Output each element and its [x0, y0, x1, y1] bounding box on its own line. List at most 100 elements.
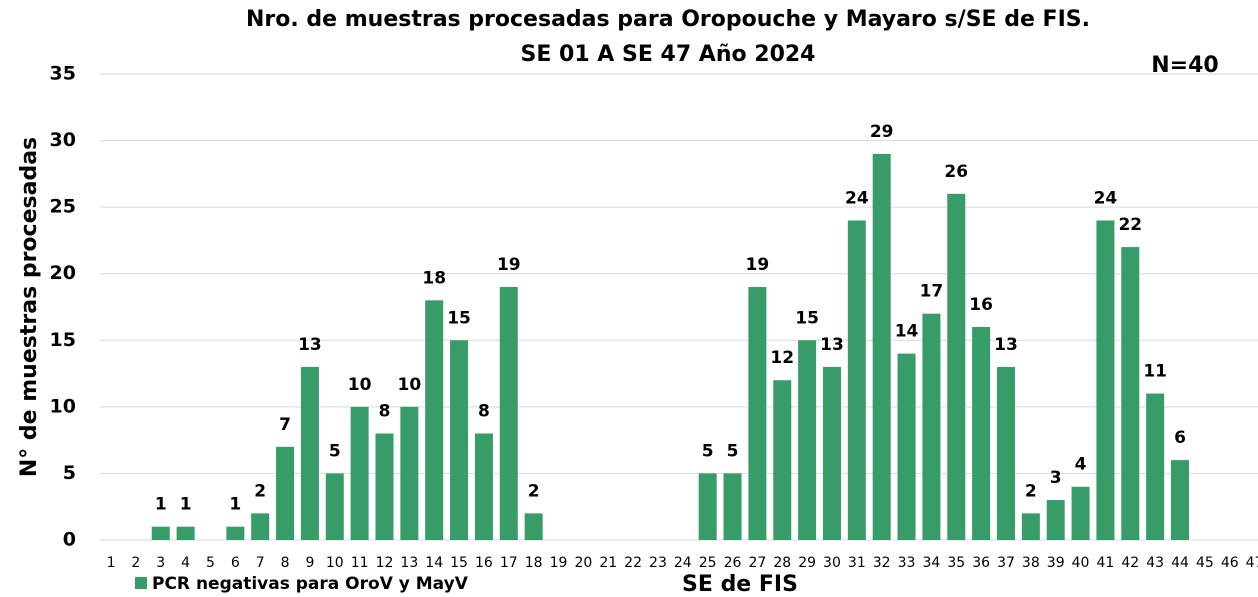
y-tick-label: 5 [63, 462, 76, 484]
x-tick-label: 21 [599, 555, 617, 571]
value-label: 16 [969, 295, 993, 315]
bar [1046, 500, 1065, 540]
x-tick-label: 44 [1171, 555, 1189, 571]
x-tick-label: 19 [550, 555, 568, 571]
y-tick-label: 30 [50, 129, 76, 151]
value-label: 10 [348, 375, 372, 395]
bar [947, 193, 966, 541]
x-tick-label: 13 [400, 555, 418, 571]
value-label: 5 [329, 441, 341, 461]
x-tick-label: 33 [898, 555, 916, 571]
y-axis-label: N° de muestras procesadas [17, 137, 42, 477]
value-label: 2 [528, 481, 540, 501]
x-tick-label: 15 [450, 555, 468, 571]
x-tick-label: 8 [281, 555, 290, 571]
x-tick-label: 45 [1196, 555, 1214, 571]
x-tick-label: 5 [206, 555, 215, 571]
x-tick-label: 24 [674, 555, 692, 571]
value-label: 6 [1174, 428, 1186, 448]
x-tick-label: 36 [972, 555, 990, 571]
x-tick-label: 29 [798, 555, 816, 571]
bar [1171, 460, 1190, 540]
value-label: 24 [1094, 188, 1118, 208]
legend-label: PCR negativas para OroV y MayV [152, 574, 469, 594]
bar [1121, 247, 1140, 541]
bar [425, 300, 444, 540]
value-label: 18 [422, 268, 446, 288]
bar [773, 380, 792, 540]
value-label: 12 [770, 348, 794, 368]
x-tick-label: 31 [848, 555, 866, 571]
legend-swatch [135, 577, 147, 589]
bar [1071, 486, 1090, 540]
value-label: 19 [497, 255, 521, 275]
value-label: 5 [727, 441, 739, 461]
value-label: 1 [155, 495, 167, 515]
value-label: 8 [478, 401, 490, 421]
bar [300, 366, 319, 540]
x-tick-label: 9 [305, 555, 314, 571]
value-label: 26 [944, 162, 968, 182]
x-tick-label: 12 [376, 555, 394, 571]
x-tick-label: 39 [1047, 555, 1065, 571]
value-label: 5 [702, 441, 714, 461]
x-tick-label: 20 [574, 555, 592, 571]
bar [276, 446, 295, 540]
bar [748, 287, 767, 540]
value-label: 4 [1075, 455, 1087, 475]
value-label: 3 [1050, 468, 1062, 488]
value-label: 13 [820, 335, 844, 355]
y-tick-label: 25 [50, 196, 76, 218]
y-tick-label: 0 [63, 529, 76, 551]
bar [325, 473, 344, 540]
x-tick-label: 17 [500, 555, 518, 571]
value-label: 14 [895, 322, 919, 342]
bar [524, 513, 543, 540]
bar [972, 326, 991, 540]
value-label: 1 [180, 495, 192, 515]
x-tick-label: 34 [922, 555, 940, 571]
x-tick-label: 7 [256, 555, 265, 571]
bar [723, 473, 742, 540]
x-axis-label: SE de FIS [682, 572, 798, 597]
y-tick-label: 10 [50, 395, 76, 417]
value-label: 13 [994, 335, 1018, 355]
x-tick-label: 32 [873, 555, 891, 571]
value-label: 17 [920, 282, 944, 302]
x-tick-label: 30 [823, 555, 841, 571]
bar [450, 340, 469, 540]
chart-subtitle: SE 01 A SE 47 Año 2024 [521, 42, 816, 67]
x-tick-label: 11 [351, 555, 369, 571]
x-tick-label: 42 [1121, 555, 1139, 571]
value-label: 2 [254, 481, 266, 501]
x-tick-label: 40 [1072, 555, 1090, 571]
x-tick-label: 18 [525, 555, 543, 571]
value-label: 1 [229, 495, 241, 515]
bar [350, 406, 369, 540]
bar [1146, 393, 1165, 540]
x-tick-label: 43 [1146, 555, 1164, 571]
value-label: 22 [1118, 215, 1142, 235]
value-label: 13 [298, 335, 322, 355]
x-tick-label: 14 [425, 555, 443, 571]
x-tick-label: 28 [773, 555, 791, 571]
x-tick-label: 1 [107, 555, 116, 571]
value-label: 29 [870, 122, 894, 142]
value-label: 11 [1143, 362, 1167, 382]
bar [922, 313, 941, 540]
bar [847, 220, 866, 540]
bar [897, 353, 916, 540]
bar [251, 513, 270, 540]
value-label: 15 [447, 308, 471, 328]
bar [176, 526, 195, 540]
x-tick-label: 3 [156, 555, 165, 571]
bar [226, 526, 245, 540]
x-tick-label: 37 [997, 555, 1015, 571]
bar [872, 153, 891, 540]
x-tick-label: 23 [649, 555, 667, 571]
bar [996, 366, 1015, 540]
x-tick-label: 38 [1022, 555, 1040, 571]
value-label: 15 [795, 308, 819, 328]
bar [474, 433, 493, 540]
